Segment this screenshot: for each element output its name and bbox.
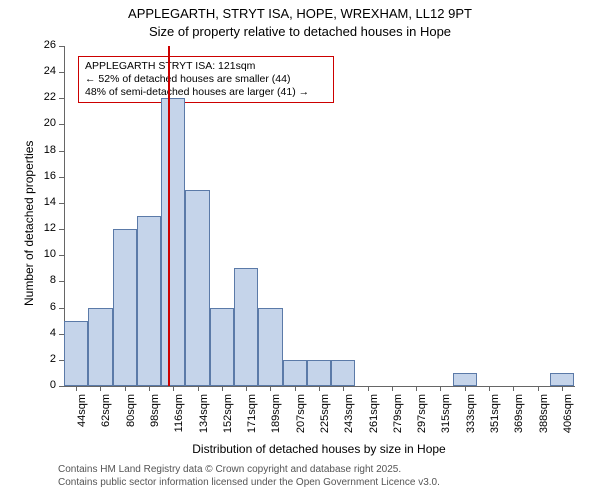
y-tick <box>59 98 64 99</box>
x-tick-label: 44sqm <box>76 394 88 438</box>
title-line-1: APPLEGARTH, STRYT ISA, HOPE, WREXHAM, LL… <box>0 6 600 21</box>
x-tick <box>222 386 223 391</box>
histogram-bar <box>258 308 282 386</box>
x-tick-label: 189sqm <box>270 394 282 438</box>
y-tick-label: 0 <box>32 379 56 391</box>
x-tick-label: 315sqm <box>440 394 452 438</box>
footer-line-2: Contains public sector information licen… <box>58 477 440 488</box>
histogram-bar <box>331 360 355 386</box>
x-tick <box>538 386 539 391</box>
annotation-box: APPLEGARTH STRYT ISA: 121sqm ← 52% of de… <box>78 56 334 103</box>
x-tick <box>246 386 247 391</box>
marker-line <box>168 46 170 386</box>
y-tick <box>59 124 64 125</box>
x-tick-label: 171sqm <box>246 394 258 438</box>
annotation-line-3: 48% of semi-detached houses are larger (… <box>85 86 327 99</box>
x-tick <box>76 386 77 391</box>
y-tick-label: 4 <box>32 327 56 339</box>
x-tick-label: 98sqm <box>149 394 161 438</box>
y-tick <box>59 255 64 256</box>
y-tick <box>59 151 64 152</box>
y-tick-label: 18 <box>32 144 56 156</box>
x-tick-label: 333sqm <box>465 394 477 438</box>
histogram-bar <box>307 360 331 386</box>
histogram-bar <box>137 216 161 386</box>
histogram-bar <box>550 373 574 386</box>
histogram-bar <box>283 360 307 386</box>
x-tick-label: 207sqm <box>295 394 307 438</box>
x-tick-label: 134sqm <box>198 394 210 438</box>
title-line-2: Size of property relative to detached ho… <box>0 24 600 39</box>
x-tick <box>392 386 393 391</box>
histogram-bar <box>161 98 185 386</box>
x-tick-label: 351sqm <box>489 394 501 438</box>
x-tick <box>100 386 101 391</box>
x-tick-label: 406sqm <box>562 394 574 438</box>
annotation-line-2: ← 52% of detached houses are smaller (44… <box>85 73 327 86</box>
y-tick-label: 26 <box>32 39 56 51</box>
x-tick <box>149 386 150 391</box>
x-tick <box>198 386 199 391</box>
y-tick <box>59 386 64 387</box>
y-tick <box>59 72 64 73</box>
y-tick-label: 20 <box>32 117 56 129</box>
x-tick <box>440 386 441 391</box>
x-tick <box>562 386 563 391</box>
histogram-bar <box>88 308 112 386</box>
x-tick <box>270 386 271 391</box>
y-tick-label: 8 <box>32 274 56 286</box>
y-tick-label: 12 <box>32 222 56 234</box>
x-tick-label: 369sqm <box>513 394 525 438</box>
y-tick-label: 10 <box>32 248 56 260</box>
x-tick-label: 152sqm <box>222 394 234 438</box>
histogram-bar <box>234 268 258 386</box>
histogram-bar <box>453 373 477 386</box>
x-tick <box>513 386 514 391</box>
y-tick-label: 2 <box>32 353 56 365</box>
y-tick <box>59 46 64 47</box>
x-tick <box>173 386 174 391</box>
y-tick-label: 16 <box>32 170 56 182</box>
x-tick-label: 388sqm <box>538 394 550 438</box>
x-tick <box>489 386 490 391</box>
x-tick <box>295 386 296 391</box>
x-axis-label: Distribution of detached houses by size … <box>64 442 574 456</box>
histogram-bar <box>210 308 234 386</box>
x-tick-label: 243sqm <box>343 394 355 438</box>
histogram-bar <box>185 190 209 386</box>
y-tick <box>59 203 64 204</box>
y-tick <box>59 281 64 282</box>
x-tick-label: 279sqm <box>392 394 404 438</box>
x-tick <box>343 386 344 391</box>
y-tick-label: 22 <box>32 91 56 103</box>
y-tick-label: 24 <box>32 65 56 77</box>
y-tick <box>59 177 64 178</box>
y-tick <box>59 229 64 230</box>
x-tick-label: 62sqm <box>100 394 112 438</box>
x-tick-label: 225sqm <box>319 394 331 438</box>
x-tick <box>125 386 126 391</box>
x-tick-label: 116sqm <box>173 394 185 438</box>
x-tick <box>465 386 466 391</box>
histogram-bar <box>113 229 137 386</box>
x-tick <box>368 386 369 391</box>
y-tick-label: 6 <box>32 301 56 313</box>
annotation-line-1: APPLEGARTH STRYT ISA: 121sqm <box>85 60 327 73</box>
histogram-bar <box>64 321 88 386</box>
y-tick-label: 14 <box>32 196 56 208</box>
footer-line-1: Contains HM Land Registry data © Crown c… <box>58 464 401 475</box>
x-tick-label: 297sqm <box>416 394 428 438</box>
x-tick <box>319 386 320 391</box>
chart-container: APPLEGARTH, STRYT ISA, HOPE, WREXHAM, LL… <box>0 0 600 500</box>
x-tick-label: 80sqm <box>125 394 137 438</box>
x-tick <box>416 386 417 391</box>
x-tick-label: 261sqm <box>368 394 380 438</box>
y-tick <box>59 308 64 309</box>
